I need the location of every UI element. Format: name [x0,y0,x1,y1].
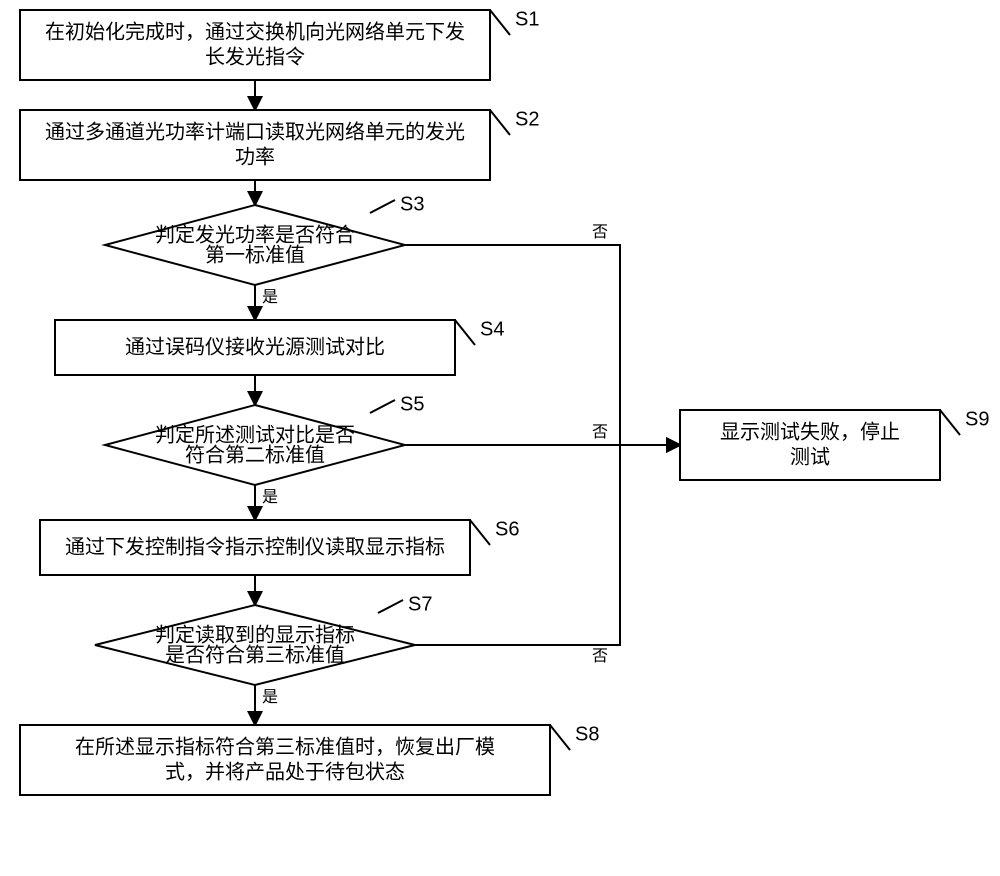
node-s9: 显示测试失败，停止 测试 S9 [680,408,989,480]
s5-no-label: 否 [592,424,608,441]
s8-label: S8 [575,723,599,745]
s2-line1: 通过多通道光功率计端口读取光网络单元的发光 [45,120,465,143]
s6-line1: 通过下发控制指令指示控制仪读取显示指标 [65,535,445,558]
s3-no-label: 否 [592,224,608,241]
s1-line2: 长发光指令 [205,45,305,68]
s8-line1: 在所述显示指标符合第三标准值时，恢复出厂模 [75,735,495,758]
s9-label: S9 [965,408,989,430]
s4-label: S4 [480,318,504,340]
s9-line2: 测试 [790,445,830,468]
s2-line2: 功率 [235,145,275,168]
node-s3: 判定发光功率是否符合 第一标准值 S3 [105,193,424,285]
s5-line2: 符合第二标准值 [185,443,325,466]
node-s8: 在所述显示指标符合第三标准值时，恢复出厂模 式，并将产品处于待包状态 S8 [20,723,599,795]
s3-line1: 判定发光功率是否符合 [155,223,355,246]
s5-label: S5 [400,393,424,415]
s4-line1: 通过误码仪接收光源测试对比 [125,335,385,358]
node-s6: 通过下发控制指令指示控制仪读取显示指标 S6 [40,518,519,575]
s5-yes-label: 是 [262,489,278,506]
node-s5: 判定所述测试对比是否 符合第二标准值 S5 [105,393,424,485]
s2-label: S2 [515,108,539,130]
s9-line1: 显示测试失败，停止 [720,420,900,443]
s1-label: S1 [515,8,539,30]
node-s7: 判定读取到的显示指标 是否符合第三标准值 S7 [95,593,432,685]
s7-line2: 是否符合第三标准值 [165,643,345,666]
node-s2: 通过多通道光功率计端口读取光网络单元的发光 功率 S2 [20,108,539,180]
node-s4: 通过误码仪接收光源测试对比 S4 [55,318,504,375]
s6-label: S6 [495,518,519,540]
s7-no-label: 否 [592,648,608,665]
s8-line2: 式，并将产品处于待包状态 [165,760,405,783]
s5-line1: 判定所述测试对比是否 [155,423,355,446]
flowchart-svg: 在初始化完成时，通过交换机向光网络单元下发 长发光指令 S1 通过多通道光功率计… [0,0,1000,876]
s3-yes-label: 是 [262,289,278,306]
s7-yes-label: 是 [262,689,278,706]
s7-label: S7 [408,593,432,615]
s1-line1: 在初始化完成时，通过交换机向光网络单元下发 [45,20,465,43]
node-s1: 在初始化完成时，通过交换机向光网络单元下发 长发光指令 S1 [20,8,539,80]
s7-line1: 判定读取到的显示指标 [155,623,355,646]
s3-line2: 第一标准值 [205,243,305,266]
s3-label: S3 [400,193,424,215]
